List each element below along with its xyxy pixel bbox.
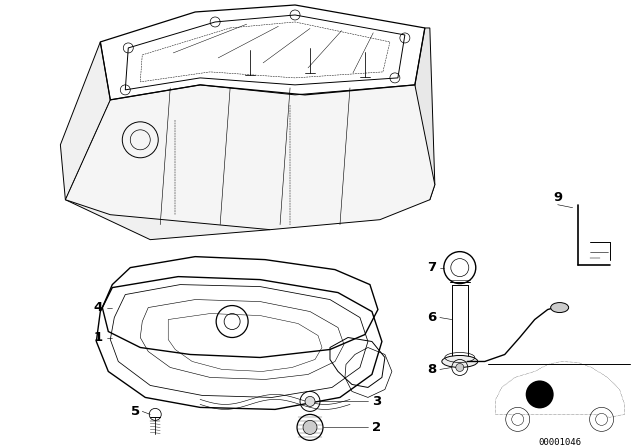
Ellipse shape	[442, 355, 478, 367]
Text: 00001046: 00001046	[538, 438, 581, 447]
Polygon shape	[410, 28, 435, 200]
Text: 6: 6	[428, 311, 436, 324]
Circle shape	[303, 420, 317, 435]
Polygon shape	[65, 85, 435, 230]
Text: 1: 1	[93, 331, 103, 344]
Text: 5: 5	[131, 405, 140, 418]
Text: 3: 3	[372, 395, 381, 408]
Text: 2: 2	[372, 421, 381, 434]
Polygon shape	[60, 42, 270, 240]
Text: 4: 4	[93, 301, 103, 314]
Circle shape	[596, 414, 607, 426]
Circle shape	[456, 363, 464, 371]
Text: 7: 7	[428, 261, 436, 274]
Text: 9: 9	[553, 191, 562, 204]
Circle shape	[512, 414, 524, 426]
Text: 8: 8	[428, 363, 436, 376]
Circle shape	[525, 380, 554, 409]
Circle shape	[305, 396, 315, 406]
Ellipse shape	[550, 302, 568, 313]
